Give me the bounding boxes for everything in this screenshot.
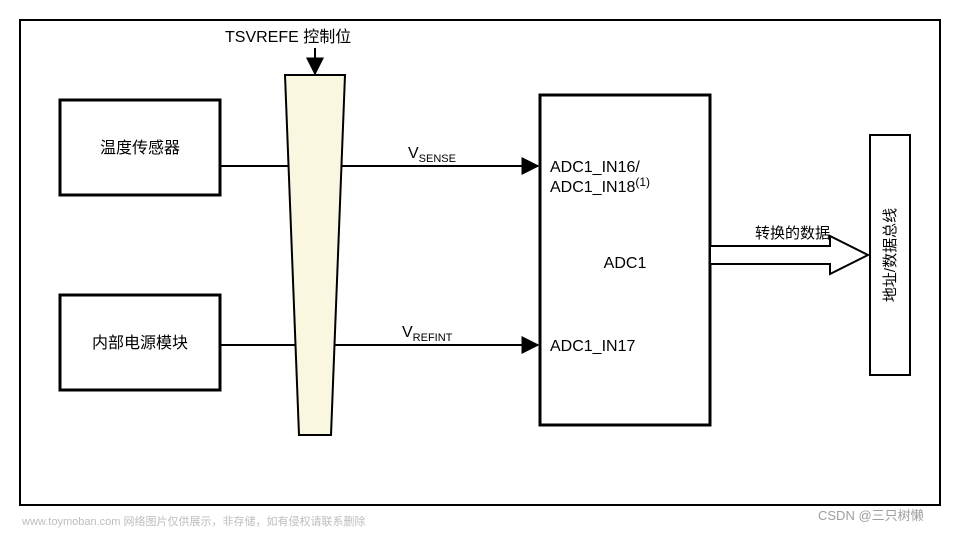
tsvrefe-label: TSVREFE 控制位 <box>225 28 351 46</box>
temp-sensor-label: 温度传感器 <box>100 139 180 157</box>
vrefint-label: VREFINT <box>402 324 453 344</box>
vsense-label: VSENSE <box>408 145 456 165</box>
watermark-right: CSDN @三只树懒 <box>818 508 924 523</box>
bus-label: 地址/数据总线 <box>882 208 899 302</box>
mux-shape <box>285 75 345 435</box>
watermark-left: www.toymoban.com 网络图片仅供展示，非存储，如有侵权请联系删除 <box>21 514 365 528</box>
adc-in17-label: ADC1_IN17 <box>550 338 635 355</box>
adc-in18-label: ADC1_IN18(1) <box>550 175 650 196</box>
power-module-label: 内部电源模块 <box>92 334 188 352</box>
adc-label: ADC1 <box>604 255 647 272</box>
adc-block-diagram: 温度传感器 内部电源模块 TSVREFE 控制位 VSENSE VREFINT … <box>0 0 960 537</box>
conv-data-label: 转换的数据 <box>755 225 830 242</box>
adc-in16-label: ADC1_IN16/ <box>550 159 640 176</box>
